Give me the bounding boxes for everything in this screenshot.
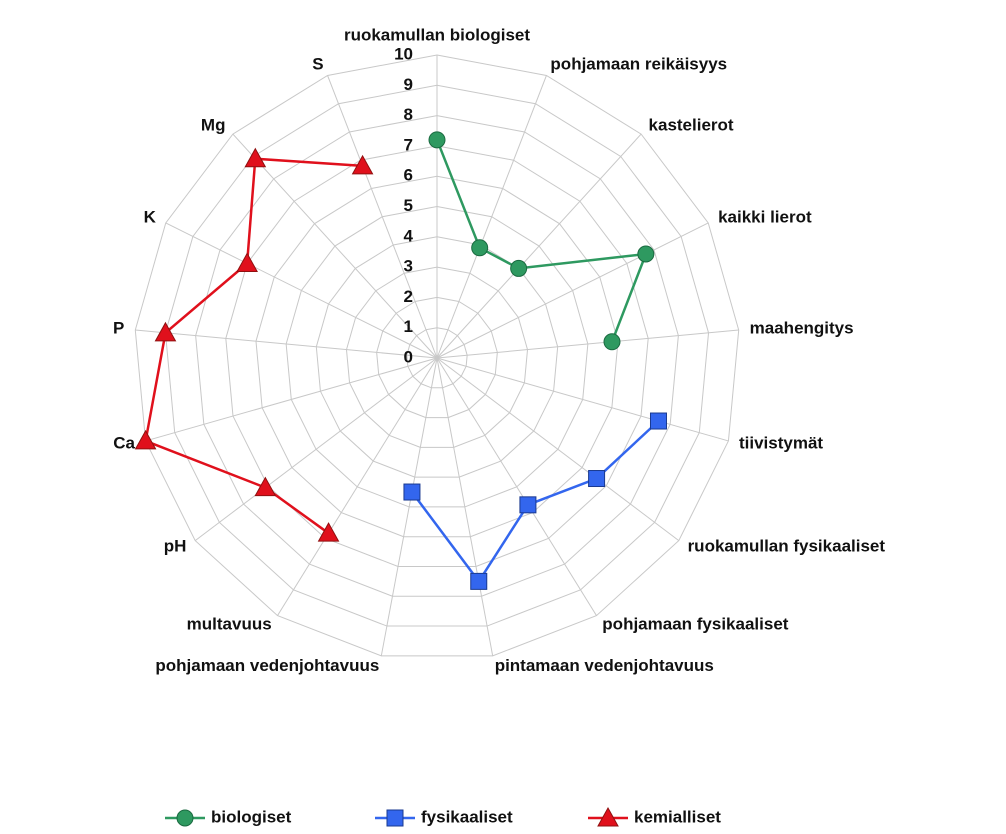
y-tick-label: 4 xyxy=(404,226,414,245)
spoke xyxy=(135,329,438,359)
grid-ring xyxy=(376,296,498,419)
legend-label: fysikaaliset xyxy=(421,807,513,826)
spoke xyxy=(436,357,494,656)
category-label: kastelierot xyxy=(649,115,734,134)
legend-marker xyxy=(597,806,619,827)
y-tick-label: 8 xyxy=(404,105,413,124)
y-tick-label: 7 xyxy=(404,135,413,154)
data-point xyxy=(470,572,488,590)
category-label: pintamaan vedenjohtavuus xyxy=(495,656,714,675)
spoke xyxy=(436,357,680,541)
category-label: K xyxy=(144,208,157,227)
y-tick-label: 9 xyxy=(404,75,413,94)
category-label: pH xyxy=(164,537,187,556)
grid-ring xyxy=(195,115,679,597)
spoke xyxy=(436,329,739,359)
y-tick-label: 5 xyxy=(404,196,413,215)
category-label: Ca xyxy=(113,433,135,452)
data-point xyxy=(510,259,528,277)
data-point xyxy=(254,476,277,497)
spoke xyxy=(380,357,438,656)
data-point xyxy=(637,245,655,263)
data-point xyxy=(519,496,537,514)
grid-ring xyxy=(255,175,619,538)
spoke xyxy=(165,222,438,359)
category-label: P xyxy=(113,319,124,338)
data-point xyxy=(317,522,340,542)
legend-marker xyxy=(176,809,194,827)
spoke xyxy=(436,75,547,359)
spoke xyxy=(145,357,438,442)
grid-ring xyxy=(164,84,710,627)
grid-ring xyxy=(406,327,468,389)
legend-label: kemialliset xyxy=(634,807,721,826)
data-point xyxy=(134,429,157,450)
grid-ring xyxy=(225,145,649,567)
y-tick-label: 2 xyxy=(404,287,413,306)
grid-ring xyxy=(285,205,589,508)
grid-ring xyxy=(315,236,559,478)
data-point xyxy=(603,333,621,351)
category-label: S xyxy=(312,55,323,74)
category-label: pohjamaan reikäisyys xyxy=(550,55,727,74)
data-point xyxy=(428,131,446,149)
category-label: ruokamullan fysikaaliset xyxy=(688,537,886,556)
category-label: kaikki lierot xyxy=(718,208,812,227)
y-tick-label: 6 xyxy=(404,166,413,185)
grid-ring xyxy=(134,54,740,657)
category-label: pohjamaan vedenjohtavuus xyxy=(155,656,379,675)
data-point xyxy=(244,147,267,168)
spoke xyxy=(194,357,438,541)
legend-label: biologiset xyxy=(211,807,292,826)
data-point xyxy=(471,239,489,257)
series-line xyxy=(435,139,648,343)
category-label: pohjamaan fysikaaliset xyxy=(602,614,788,633)
y-tick-label: 3 xyxy=(404,257,413,276)
spoke xyxy=(436,357,597,616)
category-label: multavuus xyxy=(187,614,272,633)
spoke xyxy=(436,222,709,359)
spoke xyxy=(232,133,438,359)
y-tick-label: 10 xyxy=(394,44,413,63)
data-point xyxy=(351,154,374,175)
series-line xyxy=(144,157,363,535)
category-label: Mg xyxy=(201,115,226,134)
spoke xyxy=(436,133,642,359)
data-point xyxy=(154,321,177,342)
legend-marker xyxy=(386,809,404,827)
grid-ring xyxy=(345,266,529,448)
category-label: maahengitys xyxy=(750,319,854,338)
spoke xyxy=(327,75,438,359)
spoke xyxy=(436,357,729,442)
spoke xyxy=(277,357,438,616)
y-tick-label: 0 xyxy=(404,347,413,366)
data-point xyxy=(403,483,421,501)
category-label: ruokamullan biologiset xyxy=(344,25,530,44)
category-label: tiivistymät xyxy=(739,433,823,452)
data-point xyxy=(588,470,606,488)
y-tick-label: 1 xyxy=(404,317,413,336)
data-point xyxy=(649,412,667,430)
data-point xyxy=(236,252,258,272)
